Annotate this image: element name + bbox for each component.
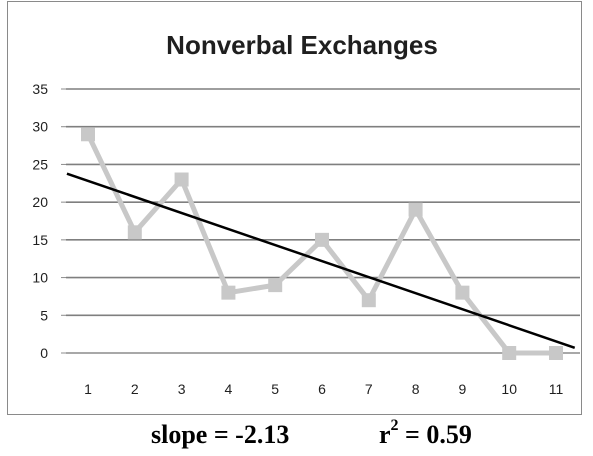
y-tick-label: 10 xyxy=(32,270,48,286)
y-tick-label: 15 xyxy=(32,232,48,248)
trendline xyxy=(66,172,576,349)
chart-title: Nonverbal Exchanges xyxy=(166,30,438,60)
x-tick-label: 1 xyxy=(84,381,92,397)
data-point xyxy=(315,232,329,247)
y-axis-ticks: 0 5 10 15 20 25 30 35 xyxy=(32,81,48,361)
data-point xyxy=(502,346,517,360)
trendline-layer xyxy=(66,172,576,349)
data-point xyxy=(455,285,470,300)
data-point xyxy=(549,346,563,360)
y-tick-label: 20 xyxy=(32,194,48,210)
data-point xyxy=(221,285,236,300)
r-exponent: 2 xyxy=(390,417,399,434)
x-tick-label: 6 xyxy=(318,381,326,397)
data-point xyxy=(408,202,423,217)
y-tick-label: 30 xyxy=(32,119,48,135)
regression-stats: slope = -2.13 r2 = 0.59 xyxy=(0,417,593,454)
y-tick-label: 25 xyxy=(32,156,48,172)
r-symbol: r xyxy=(379,420,391,449)
r-squared-label: r2 = 0.59 xyxy=(379,417,472,450)
x-tick-label: 4 xyxy=(225,381,233,397)
data-point xyxy=(268,278,283,293)
y-tick-label: 0 xyxy=(40,345,48,361)
chart-svg: Nonverbal Exchanges 0 5 10 15 20 25 30 35 1 2 3 4 5… xyxy=(32,30,580,397)
x-tick-label: 5 xyxy=(271,381,279,397)
r-squared-value: = 0.59 xyxy=(398,420,472,449)
x-tick-label: 3 xyxy=(178,381,186,397)
y-tick-label: 5 xyxy=(40,307,48,323)
chart-frame: Nonverbal Exchanges 0 5 10 15 20 25 30 35 1 2 3 4 5… xyxy=(7,1,582,415)
data-point xyxy=(174,172,189,187)
data-point xyxy=(361,293,376,308)
x-axis-ticks: 1 2 3 4 5 6 7 8 9 10 11 xyxy=(84,381,563,397)
gridlines xyxy=(61,88,580,354)
x-tick-label: 9 xyxy=(459,381,467,397)
x-tick-label: 2 xyxy=(131,381,139,397)
data-point xyxy=(81,127,95,142)
x-tick-label: 11 xyxy=(549,381,564,397)
y-tick-label: 35 xyxy=(32,81,48,97)
series-layer xyxy=(81,127,563,360)
x-tick-label: 7 xyxy=(365,381,373,397)
slope-label: slope = -2.13 xyxy=(151,420,290,449)
x-tick-label: 8 xyxy=(412,381,420,397)
data-point xyxy=(127,225,142,240)
x-tick-label: 10 xyxy=(501,381,517,397)
